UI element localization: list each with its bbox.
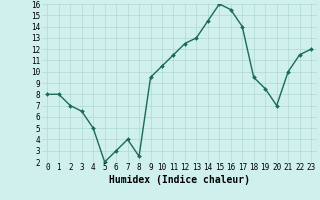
X-axis label: Humidex (Indice chaleur): Humidex (Indice chaleur) (109, 175, 250, 185)
